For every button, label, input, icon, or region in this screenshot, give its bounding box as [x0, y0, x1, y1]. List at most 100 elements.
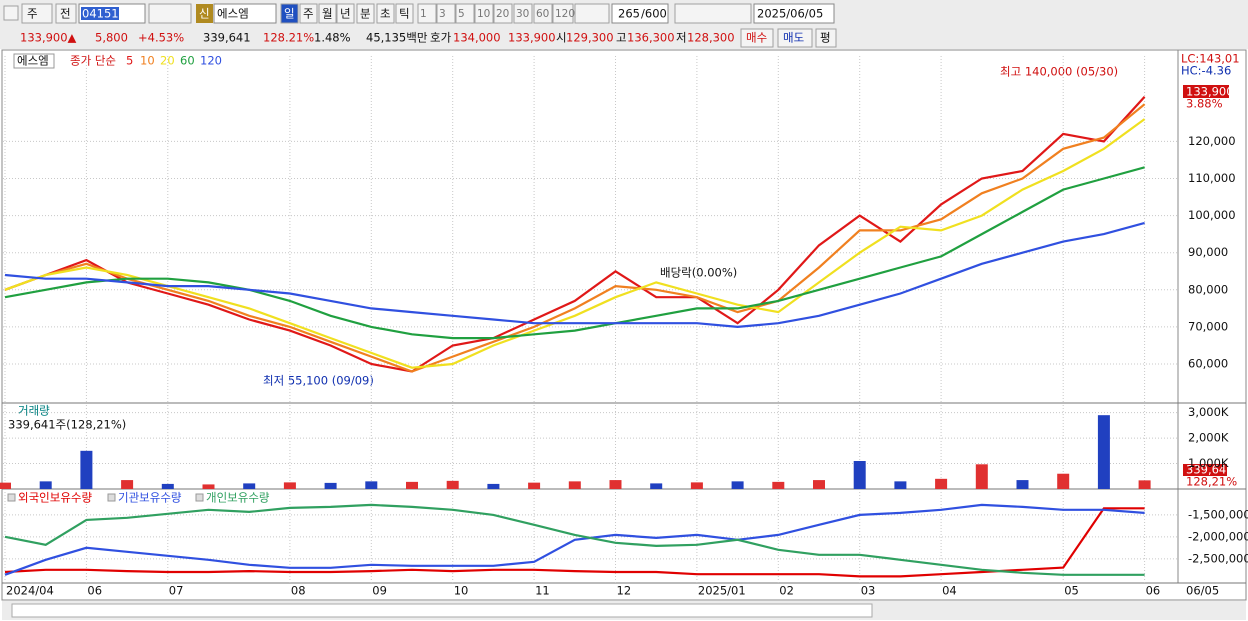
x-end-label: 06/05 — [1186, 584, 1219, 598]
sin-badge — [196, 4, 213, 23]
period-btn[interactable] — [299, 3, 318, 24]
volume-bar — [161, 483, 174, 489]
scroll-track[interactable] — [11, 603, 873, 618]
x-tick-label: 12 — [617, 584, 632, 598]
toolbar: 주 전 041510 신 에스엠 265 /600 2025/06/05 — [3, 3, 835, 24]
volume-bar — [121, 480, 134, 489]
volume-bar — [1057, 473, 1070, 489]
series-line — [4, 503, 1145, 576]
volume-bar — [446, 480, 459, 489]
volume-bar — [406, 481, 418, 489]
number-btn[interactable] — [552, 3, 574, 24]
x-tick-label: 06 — [1146, 584, 1161, 598]
tool-icons[interactable] — [674, 3, 752, 24]
y-tick-label: 80,000 — [1188, 282, 1228, 296]
x-tick-label: 2024/04 — [6, 584, 54, 598]
low-label: 저 — [676, 31, 687, 45]
number-btn[interactable] — [493, 3, 513, 24]
x-tick-label: 02 — [779, 584, 794, 598]
period: 년 — [340, 7, 351, 21]
x-tick-label: 10 — [454, 584, 469, 598]
market-select[interactable] — [21, 3, 53, 24]
volume-bar — [528, 482, 541, 489]
number-btn[interactable] — [455, 3, 475, 24]
prefix-btn[interactable] — [55, 3, 77, 24]
volume-bar — [813, 480, 825, 489]
volume-bar — [650, 483, 663, 489]
buy-btn[interactable] — [740, 28, 774, 48]
y-tick-label: 100,000 — [1188, 208, 1236, 222]
number: 120 — [555, 8, 575, 20]
avg-btn[interactable] — [815, 28, 837, 48]
date: 2025/06/05 — [757, 7, 823, 21]
annotation-low: 최저 55,100 (09/09) — [263, 374, 374, 388]
change-pct: +4.53% — [138, 31, 184, 45]
legend-entry: 20 — [160, 54, 175, 68]
x-tick-label: 07 — [169, 584, 184, 598]
volume-subtitle: 339,641주(128,21%) — [8, 418, 126, 432]
legend-swatch — [107, 493, 116, 502]
date-box[interactable] — [753, 3, 835, 24]
sell-btn[interactable] — [777, 28, 813, 48]
x-tick-label: 06 — [87, 584, 102, 598]
code: 041510 — [82, 7, 126, 21]
number-btn[interactable] — [513, 3, 533, 24]
volume-bar — [487, 483, 500, 489]
number: 5 — [458, 8, 465, 20]
number-btn[interactable] — [474, 3, 494, 24]
number-btn[interactable] — [417, 3, 437, 24]
volume-bar — [894, 481, 907, 489]
period-btn[interactable] — [395, 3, 414, 24]
period-btn[interactable] — [280, 3, 299, 24]
dropdown[interactable] — [574, 3, 610, 24]
volume-bar — [731, 481, 744, 489]
last-volume-bg — [1183, 464, 1227, 476]
volume-bar — [935, 478, 948, 489]
open-label: 시 — [556, 31, 567, 45]
volume-bar — [80, 450, 93, 489]
number-btn[interactable] — [436, 3, 456, 24]
count: 265 — [618, 7, 640, 21]
x-tick-label: 09 — [372, 584, 387, 598]
name-box[interactable] — [213, 3, 277, 24]
number: 60 — [536, 8, 549, 20]
count-box[interactable] — [611, 3, 669, 24]
y-tick-label: 2,000K — [1188, 431, 1229, 445]
volume-bar — [1097, 415, 1110, 489]
volume-bar — [324, 482, 337, 489]
period-btn[interactable] — [356, 3, 375, 24]
number: 20 — [496, 8, 509, 20]
number: 3 — [439, 8, 446, 20]
code-highlight — [81, 7, 119, 20]
volume: 339,641 — [203, 31, 251, 45]
volume-bar — [202, 484, 215, 489]
x-tick-label: 2025/01 — [698, 584, 746, 598]
series-line — [4, 503, 1145, 576]
sell: 매도 — [783, 31, 804, 45]
high: 136,300 — [627, 31, 675, 45]
number-btn[interactable] — [533, 3, 553, 24]
low: 128,300 — [687, 31, 735, 45]
period: 주 — [303, 7, 314, 21]
search-icons[interactable] — [148, 3, 192, 24]
lc: LC:143,01 — [1181, 52, 1240, 66]
y-tick-label: 60,000 — [1188, 357, 1228, 371]
volume-bar — [609, 480, 622, 489]
y-tick-label: 1,000K — [1188, 456, 1229, 470]
volume-bar — [853, 461, 866, 489]
period-btn[interactable] — [376, 3, 395, 24]
period: 틱 — [399, 7, 410, 21]
period-btn[interactable] — [318, 3, 337, 24]
period-btn[interactable] — [336, 3, 355, 24]
buy: 매수 — [746, 31, 767, 45]
prefix: 전 — [60, 7, 71, 21]
last-ratio: 128,21% — [1186, 475, 1237, 489]
legend-entry: 60 — [180, 54, 195, 68]
volume-bar — [772, 481, 785, 489]
legend-entry: 개인보유수량 — [206, 491, 270, 505]
icon[interactable] — [3, 5, 19, 21]
title-box — [13, 53, 55, 69]
y-tick-label: 120,000 — [1188, 134, 1236, 148]
count-total: /600 — [641, 7, 667, 21]
